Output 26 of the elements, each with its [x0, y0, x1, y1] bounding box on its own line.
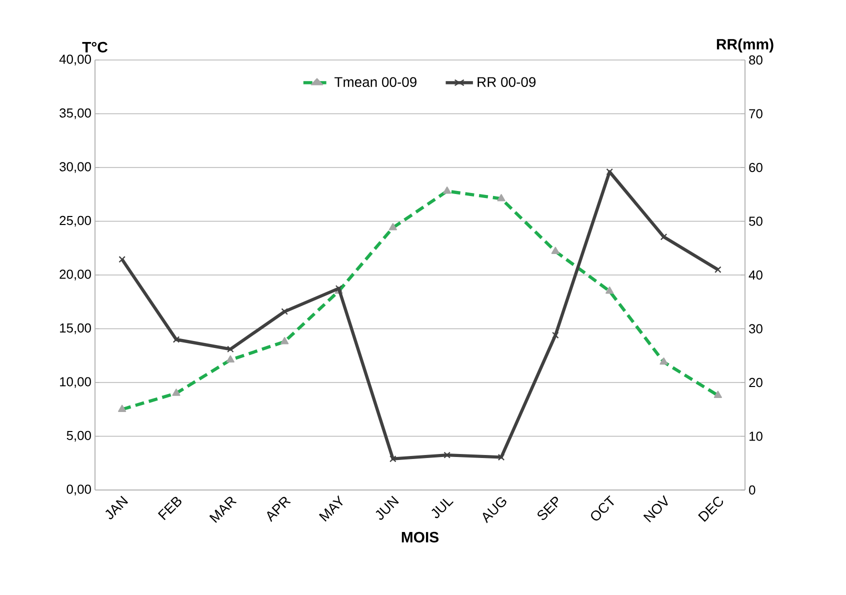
y2-tick-label: 30 [749, 324, 762, 334]
y2-axis-title: RR(mm) [716, 38, 774, 52]
y-tick-label: 35,00 [60, 108, 91, 120]
y-tick-label: 30,00 [60, 162, 91, 173]
x-tick-label: FEB [158, 496, 182, 520]
x-tick-label: JUL [432, 498, 454, 518]
y2-tick-label: 20 [749, 378, 762, 388]
y-tick-label: 25,00 [60, 216, 91, 227]
y2-tick-label: 40 [748, 270, 762, 280]
y2-tick-label: 60 [749, 162, 762, 172]
y-tick-label: 20,00 [60, 270, 91, 280]
y2-tick-label: 0 [749, 485, 756, 495]
y2-tick-label: 80 [749, 55, 762, 65]
y-tick-label: 0,00 [66, 484, 91, 496]
y-axis-title: T°C [82, 42, 108, 52]
y2-tick-label: 50 [749, 216, 762, 226]
y-tick-label: 15,00 [60, 323, 91, 334]
legend-label: RR 00-09 [478, 77, 536, 87]
y-tick-label: 5,00 [66, 430, 91, 442]
y-tick-label: 40,00 [59, 54, 91, 66]
x-tick-label: SEP [538, 496, 558, 520]
legend-label: Tmean 00-09 [334, 77, 416, 87]
y-tick-label: 10,00 [60, 377, 91, 388]
y2-tick-label: 10 [750, 432, 762, 441]
x-axis-title: MOIS [402, 532, 439, 542]
y2-tick-label: 70 [749, 109, 762, 118]
